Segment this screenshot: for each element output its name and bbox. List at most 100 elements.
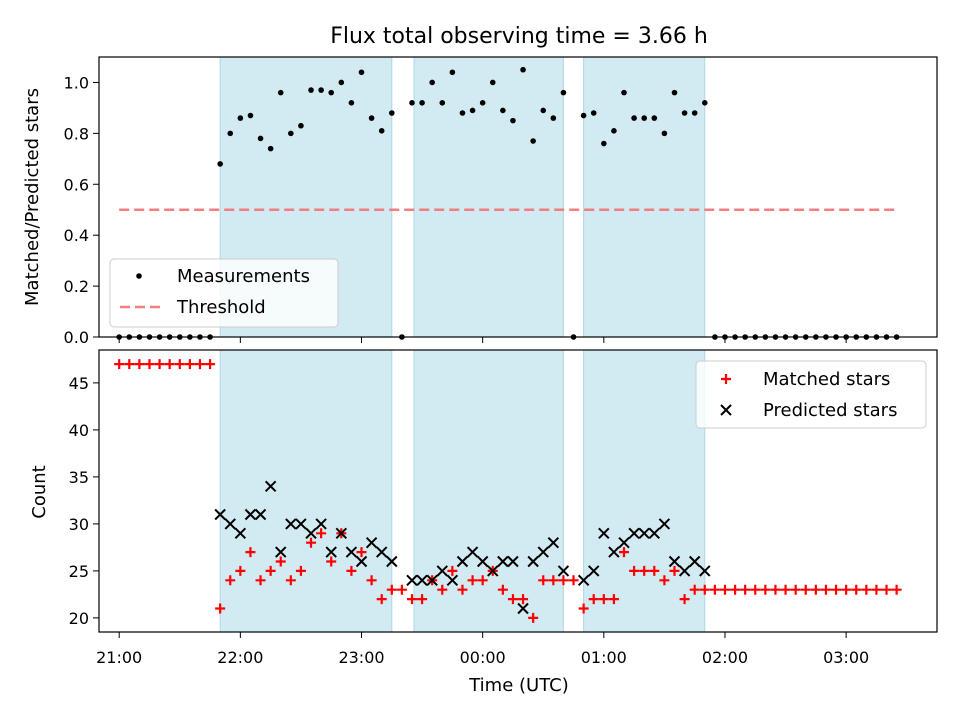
predicted-star-point bbox=[628, 527, 640, 540]
matched-star-point bbox=[528, 612, 539, 623]
measurement-point bbox=[409, 100, 415, 106]
matched-star-point bbox=[861, 584, 872, 595]
x-axis-label: Time (UTC) bbox=[468, 675, 569, 696]
matched-star-point bbox=[659, 575, 670, 586]
measurement-point bbox=[560, 89, 567, 96]
legend-predicted-label: Predicted stars bbox=[763, 400, 897, 421]
predicted-star-point bbox=[295, 518, 307, 530]
predicted-star-point bbox=[588, 565, 600, 577]
matched-star-point bbox=[154, 359, 165, 370]
predicted-star-point bbox=[375, 546, 388, 558]
figure-title: Flux total observing time = 3.66 h bbox=[330, 24, 708, 49]
matched-star-point bbox=[316, 528, 327, 539]
x-tick-label: 22:00 bbox=[217, 648, 263, 667]
matched-star-point bbox=[386, 584, 397, 595]
measurement-point bbox=[479, 100, 486, 106]
bottom-legend-box bbox=[695, 360, 927, 429]
measurement-point bbox=[469, 107, 476, 114]
matched-star-point bbox=[245, 547, 256, 558]
measurement-point bbox=[298, 122, 304, 129]
bottom-observing-span bbox=[219, 349, 393, 633]
matched-star-point bbox=[639, 565, 650, 576]
matched-star-point bbox=[538, 575, 549, 586]
measurement-point bbox=[308, 87, 314, 93]
x-tick-label: 03:00 bbox=[823, 648, 869, 667]
predicted-star-point bbox=[305, 527, 317, 540]
measurement-point bbox=[368, 115, 375, 121]
matched-star-point bbox=[184, 359, 195, 370]
predicted-star-point bbox=[476, 555, 489, 568]
bottom-legend: Matched stars Predicted stars bbox=[695, 360, 927, 429]
measurement-point bbox=[257, 135, 264, 142]
predicted-star-point bbox=[466, 546, 479, 558]
matched-star-point bbox=[396, 584, 407, 595]
matched-star-point bbox=[578, 603, 589, 614]
matched-star-point bbox=[790, 584, 801, 595]
matched-star-point bbox=[831, 584, 842, 595]
predicted-star-point bbox=[426, 574, 438, 587]
measurement-point bbox=[338, 79, 345, 86]
bottom-y-tick-label: 25 bbox=[69, 562, 89, 581]
measurement-point bbox=[500, 107, 506, 114]
matched-star-point bbox=[669, 565, 680, 576]
matched-star-point bbox=[810, 584, 821, 595]
x-tick-label: 23:00 bbox=[338, 648, 384, 667]
matched-star-point bbox=[275, 556, 286, 567]
matched-star-point bbox=[770, 584, 781, 595]
measurement-point bbox=[651, 115, 658, 121]
top-axes-frame bbox=[98, 56, 938, 338]
matched-star-point bbox=[114, 359, 125, 370]
matched-star-point bbox=[447, 565, 458, 576]
matched-star-point bbox=[750, 584, 761, 595]
matched-star-point bbox=[608, 594, 619, 605]
matched-star-point bbox=[285, 575, 296, 586]
legend-matched-marker bbox=[721, 374, 731, 384]
matched-star-point bbox=[477, 575, 488, 586]
bottom-observing-span bbox=[583, 349, 706, 633]
measurement-point bbox=[621, 89, 627, 96]
matched-star-point bbox=[619, 547, 630, 558]
matched-star-point bbox=[265, 565, 276, 576]
matched-star-point bbox=[558, 575, 569, 586]
measurement-point bbox=[550, 115, 557, 121]
legend-predicted-marker bbox=[720, 404, 732, 416]
measurement-point bbox=[318, 87, 324, 93]
matched-star-point bbox=[457, 584, 468, 595]
matched-star-point bbox=[679, 594, 690, 605]
matched-star-point bbox=[467, 575, 478, 586]
matched-star-point bbox=[255, 575, 266, 586]
matched-star-point bbox=[174, 359, 185, 370]
measurement-point bbox=[237, 115, 244, 121]
measurement-point bbox=[459, 110, 466, 116]
matched-star-point bbox=[124, 359, 135, 370]
top-panel: 0.0 0.2 0.4 0.6 0.8 1.0 Measurements Threshold bbox=[64, 56, 938, 347]
predicted-star-point bbox=[497, 555, 509, 568]
matched-star-point bbox=[235, 565, 246, 576]
matched-star-point bbox=[215, 603, 226, 614]
measurement-point bbox=[348, 100, 355, 106]
matched-star-point bbox=[841, 584, 852, 595]
matched-star-point bbox=[507, 594, 518, 605]
top-y-tick-label: 0.8 bbox=[64, 124, 89, 143]
matched-star-point bbox=[366, 575, 377, 586]
predicted-star-point bbox=[406, 574, 418, 587]
predicted-star-point bbox=[244, 508, 257, 521]
measurement-point bbox=[681, 110, 688, 116]
top-legend-box bbox=[109, 258, 339, 328]
predicted-star-point bbox=[487, 565, 499, 577]
top-y-tick-label: 0.2 bbox=[64, 277, 89, 296]
measurement-point bbox=[419, 100, 425, 106]
bottom-observing-span bbox=[413, 349, 564, 633]
bottom-y-tick-label: 45 bbox=[69, 374, 89, 393]
predicted-star-point bbox=[577, 574, 590, 587]
measurement-point bbox=[217, 161, 223, 167]
measurement-point bbox=[631, 115, 637, 121]
predicted-star-point bbox=[517, 602, 529, 615]
measurement-point bbox=[277, 89, 284, 96]
predicted-star-point bbox=[325, 546, 337, 558]
matched-star-point bbox=[164, 359, 175, 370]
predicted-star-point bbox=[355, 555, 368, 568]
predicted-star-point bbox=[678, 565, 691, 577]
matched-star-point bbox=[376, 594, 387, 605]
legend-measurements-label: Measurements bbox=[177, 266, 310, 287]
